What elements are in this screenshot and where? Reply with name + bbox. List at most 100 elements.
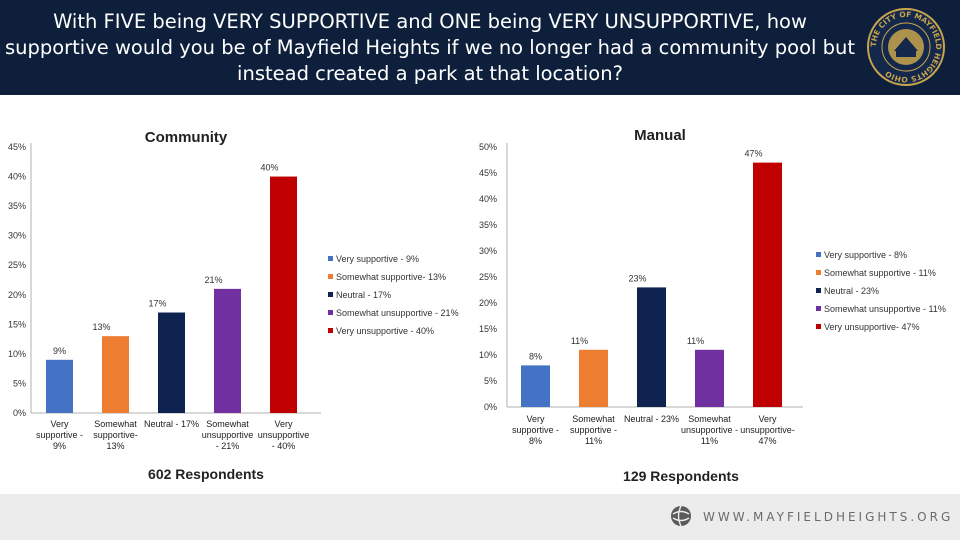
- community-bar: [102, 336, 129, 413]
- manual-category-label-line: 11%: [701, 436, 718, 446]
- manual-category-label-line: supportive -: [512, 425, 559, 435]
- community-bar: [270, 176, 297, 413]
- manual-category-label-line: supportive -: [570, 425, 617, 435]
- community-category-label: Somewhat unsupportive - 21%: [202, 419, 254, 451]
- title-line-2: supportive would you be of Mayfield Heig…: [4, 36, 856, 59]
- community-legend-swatch: [328, 310, 333, 315]
- manual-legend-entry: Neutral - 23%: [824, 286, 879, 296]
- manual-data-label: 11%: [687, 336, 704, 346]
- manual-category-label-line: Very: [526, 414, 545, 424]
- manual-legend-entry: Somewhat unsupportive - 11%: [824, 304, 946, 314]
- manual-bar: [695, 349, 724, 407]
- manual-legend-entry: Very supportive - 8%: [824, 250, 907, 260]
- community-category-label-line: unsupportive: [258, 430, 310, 440]
- community-chart-title: Community: [145, 129, 228, 146]
- manual-category-label-line: Very: [758, 414, 777, 424]
- manual-category-label-line: Somewhat: [688, 414, 731, 424]
- community-data-label: 40%: [260, 163, 278, 173]
- community-category-label: Somewhat supportive-13%: [93, 419, 138, 451]
- manual-data-label: 23%: [628, 273, 646, 283]
- manual-y-tick-label: 25%: [479, 272, 497, 282]
- footer-bar: [0, 494, 960, 540]
- manual-category-label-line: 47%: [758, 436, 776, 446]
- manual-legend-swatch: [816, 324, 821, 329]
- manual-chart-title: Manual: [634, 127, 686, 144]
- community-legend-entry: Somewhat supportive- 13%: [336, 272, 446, 282]
- manual-legend-swatch: [816, 288, 821, 293]
- manual-y-tick-label: 10%: [479, 350, 497, 360]
- community-y-tick-label: 35%: [8, 201, 26, 211]
- manual-legend-entry: Somewhat supportive - 11%: [824, 268, 936, 278]
- community-data-label: 13%: [92, 322, 110, 332]
- manual-legend-swatch: [816, 252, 821, 257]
- manual-y-tick-label: 0%: [484, 402, 497, 412]
- manual-y-tick-label: 30%: [479, 246, 497, 256]
- manual-category-label: Very supportive -8%: [512, 414, 559, 446]
- community-category-label-line: supportive-: [93, 430, 138, 440]
- website-url: WWW.MAYFIELDHEIGHTS.ORG: [703, 510, 954, 524]
- community-y-tick-label: 10%: [8, 349, 26, 359]
- manual-category-label: Somewhat unsupportive -11%: [681, 414, 738, 446]
- manual-y-tick-label: 15%: [479, 324, 497, 334]
- community-data-label: 9%: [53, 346, 66, 356]
- community-y-tick-label: 30%: [8, 231, 26, 241]
- manual-legend-entry: Very unsupportive- 47%: [824, 322, 920, 332]
- community-chart: Community0%5%10%15%20%25%30%35%40%45%9%V…: [8, 129, 459, 482]
- manual-y-tick-label: 50%: [479, 142, 497, 152]
- manual-category-label-line: 8%: [529, 436, 542, 446]
- community-legend-swatch: [328, 328, 333, 333]
- community-y-tick-label: 25%: [8, 260, 26, 270]
- manual-category-label-line: Somewhat: [572, 414, 615, 424]
- manual-chart: Manual0%5%10%15%20%25%30%35%40%45%50%8%V…: [479, 127, 946, 484]
- manual-y-tick-label: 35%: [479, 220, 497, 230]
- community-legend-entry: Very supportive - 9%: [336, 254, 419, 264]
- community-legend-swatch: [328, 274, 333, 279]
- community-category-label-line: Somewhat: [206, 419, 249, 429]
- community-category-label-line: - 21%: [216, 441, 240, 451]
- community-data-label: 17%: [148, 299, 166, 309]
- community-category-label-line: 13%: [106, 441, 124, 451]
- manual-data-label: 8%: [529, 351, 542, 361]
- manual-data-label: 47%: [744, 149, 762, 159]
- community-data-label: 21%: [204, 275, 222, 285]
- city-seal-logo: THE CITY OF MAYFIELD HEIGHTS OHIO: [867, 8, 945, 86]
- manual-y-tick-label: 20%: [479, 298, 497, 308]
- manual-legend-swatch: [816, 306, 821, 311]
- community-category-label-line: - 40%: [272, 441, 296, 451]
- manual-bar: [579, 349, 608, 407]
- community-category-label: Neutral - 17%: [144, 419, 199, 429]
- community-y-tick-label: 5%: [13, 378, 26, 388]
- manual-y-tick-label: 45%: [479, 168, 497, 178]
- manual-category-label-line: unsupportive -: [681, 425, 738, 435]
- slide-title: With FIVE being VERY SUPPORTIVE and ONE …: [0, 9, 860, 87]
- manual-category-label: Neutral - 23%: [624, 414, 679, 424]
- manual-data-label: 11%: [571, 336, 588, 346]
- community-y-tick-label: 15%: [8, 319, 26, 329]
- community-category-label-line: Very: [274, 419, 293, 429]
- manual-y-tick-label: 5%: [484, 376, 497, 386]
- community-y-tick-label: 20%: [8, 290, 26, 300]
- manual-category-label: Very unsupportive-47%: [740, 414, 795, 446]
- title-line-1: With FIVE being VERY SUPPORTIVE and ONE …: [53, 10, 807, 33]
- community-category-label-line: Very: [50, 419, 69, 429]
- community-bar: [46, 359, 73, 413]
- community-legend-swatch: [328, 256, 333, 261]
- manual-category-label: Somewhat supportive -11%: [570, 414, 617, 446]
- community-category-label: Very supportive -9%: [36, 419, 83, 451]
- community-category-label-line: supportive -: [36, 430, 83, 440]
- title-line-3: instead created a park at that location?: [237, 62, 623, 85]
- manual-category-label-line: 11%: [585, 436, 602, 446]
- manual-respondents-label: 129 Respondents: [623, 468, 739, 484]
- community-category-label-line: unsupportive: [202, 430, 254, 440]
- manual-category-label-line: unsupportive-: [740, 425, 795, 435]
- community-legend-entry: Neutral - 17%: [336, 290, 391, 300]
- community-legend-entry: Somewhat unsupportive - 21%: [336, 308, 459, 318]
- manual-bar: [637, 287, 666, 407]
- community-bar: [214, 288, 241, 413]
- community-category-label-line: 9%: [53, 441, 66, 451]
- manual-legend-swatch: [816, 270, 821, 275]
- manual-category-label-line: Neutral - 23%: [624, 414, 679, 424]
- header-bar: [0, 0, 960, 95]
- manual-bar: [753, 162, 782, 407]
- community-category-label: Very unsupportive - 40%: [258, 419, 310, 451]
